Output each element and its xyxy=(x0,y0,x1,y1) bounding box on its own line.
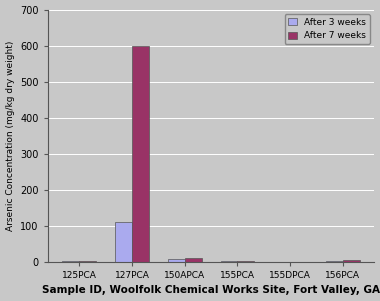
Y-axis label: Arsenic Concentration (mg/kg dry weight): Arsenic Concentration (mg/kg dry weight) xyxy=(6,41,14,231)
Bar xyxy=(220,261,238,262)
Legend: After 3 weeks, After 7 weeks: After 3 weeks, After 7 weeks xyxy=(285,14,370,44)
Bar xyxy=(79,261,96,262)
Bar xyxy=(132,45,149,262)
Bar xyxy=(238,261,254,262)
X-axis label: Sample ID, Woolfolk Chemical Works Site, Fort Valley, GA: Sample ID, Woolfolk Chemical Works Site,… xyxy=(42,285,380,296)
Bar xyxy=(168,259,185,262)
Bar xyxy=(115,222,132,262)
Bar xyxy=(326,261,343,262)
Bar xyxy=(343,260,359,262)
Bar xyxy=(62,261,79,262)
Bar xyxy=(185,258,201,262)
